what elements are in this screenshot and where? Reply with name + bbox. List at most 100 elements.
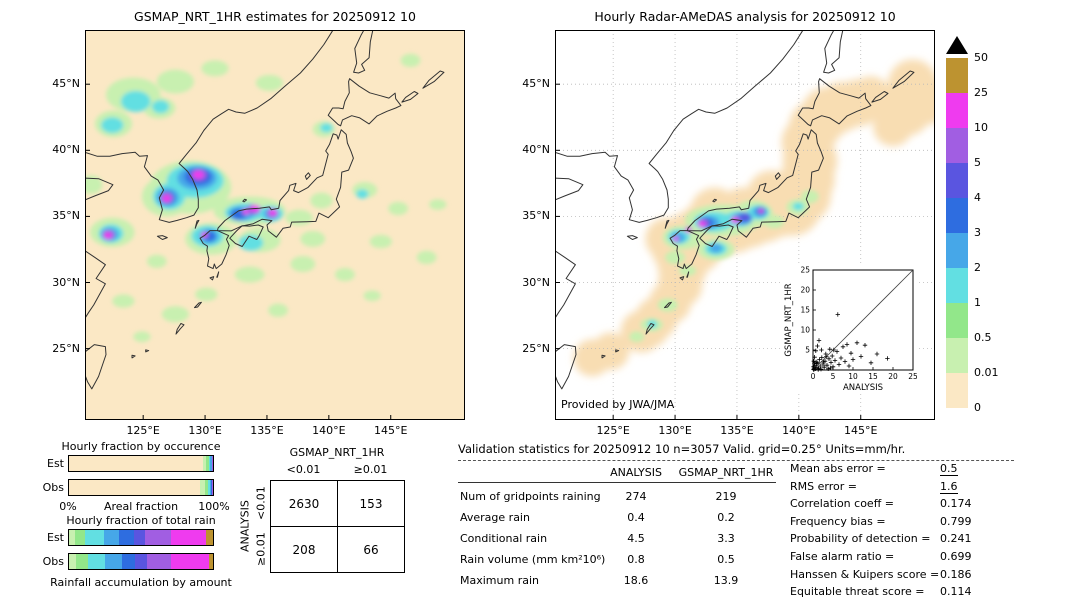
stats-gsmap-value: 3.3 [717, 532, 735, 545]
stats-row-label: Average rain [460, 511, 530, 524]
lon-tick-label: 145°E [373, 424, 408, 437]
inset-x-tick-label: 25 [908, 372, 917, 381]
scatter-point [835, 312, 840, 317]
scatter-point [819, 347, 824, 353]
coastline-path [871, 91, 889, 103]
stats-title: Validation statistics for 20250912 10 n=… [458, 442, 1014, 461]
coastline-path [85, 177, 114, 201]
coastline-path [85, 250, 106, 319]
stats-col-gsmap: GSMAP_NRT_1HR [678, 466, 774, 479]
totalrain-chart-caption: Rainfall accumulation by amount [50, 576, 232, 589]
scatter-point [824, 363, 830, 368]
colorbar-segment [946, 58, 968, 93]
bar-row-label: Obs [42, 555, 64, 568]
colorbar-segment [946, 373, 968, 408]
summary-stat-value: 0.241 [940, 532, 972, 546]
bar-segment [122, 554, 136, 569]
map-frame [555, 30, 935, 420]
summary-stat-label: Mean abs error = [790, 462, 886, 475]
stats-analysis-value: 0.8 [627, 553, 645, 566]
contingency-col-label-1: <0.01 [286, 463, 321, 476]
contingency-grid: 2630 153 208 66 [270, 480, 405, 573]
scatter-point [846, 363, 852, 369]
summary-stat-label: Correlation coeff = [790, 497, 894, 511]
lon-tick-label: 125°E [126, 424, 160, 437]
occurrence-chart-title: Hourly fraction by occurence [61, 440, 221, 453]
colorbar-tick-label: 10 [974, 121, 988, 134]
inset-y-tick-label: 20 [800, 286, 810, 295]
bar-segment [69, 456, 203, 471]
scatter-point [818, 363, 823, 369]
lon-tick-label: 140°E [312, 424, 346, 437]
colorbar-tick-label: 0.5 [974, 331, 992, 344]
lat-tick-label: 25°N [522, 341, 550, 355]
scatter-point [874, 351, 880, 357]
colorbar-tick-label: 0 [974, 401, 981, 414]
scatter-point [826, 356, 832, 361]
scatter-point [850, 357, 856, 362]
scatter-point [826, 366, 831, 371]
summary-stat-value: 0.799 [940, 514, 972, 528]
coastline-path [229, 224, 264, 247]
scatter-point [854, 340, 860, 345]
occurrence-axis-label: Areal fraction [103, 500, 179, 513]
colorbar-overflow-triangle [946, 36, 968, 54]
bar-segment [146, 554, 172, 569]
summary-stat-label: Frequency bias = [790, 514, 886, 528]
summary-stat: Hanssen & Kuipers score = 0.186 [790, 568, 1014, 581]
coastline-path [353, 30, 374, 74]
validation-stats-block: Validation statistics for 20250912 10 n=… [458, 442, 1014, 608]
stats-analysis-value: 4.5 [627, 532, 645, 545]
bar-segment [104, 554, 123, 569]
bar-segment [206, 456, 209, 471]
bar-segment [135, 554, 147, 569]
bar-segment [69, 530, 75, 545]
scatter-point [842, 359, 848, 364]
stats-gsmap-value: 219 [715, 490, 737, 503]
contingency-row-label-1: <0.01 [254, 486, 268, 520]
coastline-path [797, 78, 872, 127]
colorbar-tick-label: 2 [974, 261, 981, 274]
coastline-path [156, 235, 168, 240]
coastline-path [555, 344, 577, 390]
coastline-path [555, 30, 804, 223]
summary-stat: Mean abs error = 0.5 [790, 462, 1014, 476]
contingency-cell: 66 [338, 527, 405, 573]
bar-segment [208, 456, 211, 471]
coastline-path [664, 301, 672, 309]
summary-stat-value: 0.699 [940, 550, 972, 563]
rain-cells-layer [85, 53, 447, 342]
scatter-point [830, 364, 836, 369]
summary-stat-value: 0.114 [940, 585, 972, 599]
bar-segment [133, 530, 146, 545]
inset-ylabel: GSMAP_NRT_1HR [784, 283, 794, 356]
coastline-path [626, 235, 638, 240]
stacked-bar-est [68, 455, 214, 472]
scatter-point [868, 360, 874, 365]
lon-tick-label: 130°E [188, 424, 222, 437]
contingency-row-label-2: ≥0.01 [254, 532, 268, 566]
left-map-title: GSMAP_NRT_1HR estimates for 20250912 10 [134, 9, 416, 24]
scatter-point [814, 361, 819, 366]
scatter-point [811, 359, 816, 364]
inset-scatterplot: 0 5 5 10 10 15 15 20 20 25 25 ANALYSIS GSMAP_NRT_1HR [783, 266, 917, 394]
summary-stat: Probability of detection = 0.241 [790, 532, 1014, 545]
coastline-path [774, 172, 781, 180]
bar-segment [200, 480, 205, 495]
scatter-point [817, 357, 822, 362]
bar-segment [205, 530, 213, 545]
scatter-point [832, 358, 838, 363]
stacked-bar-obs [68, 479, 214, 496]
scatter-point [819, 355, 824, 360]
coastline-path [615, 349, 620, 353]
coastline-path [823, 30, 844, 74]
scatter-point [815, 343, 820, 349]
contingency-cell: 153 [338, 481, 405, 527]
inset-x-tick-label: 0 [811, 372, 816, 381]
scatter-point [858, 354, 864, 359]
colorbar-tick-label: 3 [974, 226, 981, 239]
summary-stat: Frequency bias = 0.799 [790, 515, 1014, 528]
coastline-path [194, 301, 202, 309]
coastline-layer [555, 30, 915, 390]
stats-gsmap-value: 0.5 [717, 553, 735, 566]
